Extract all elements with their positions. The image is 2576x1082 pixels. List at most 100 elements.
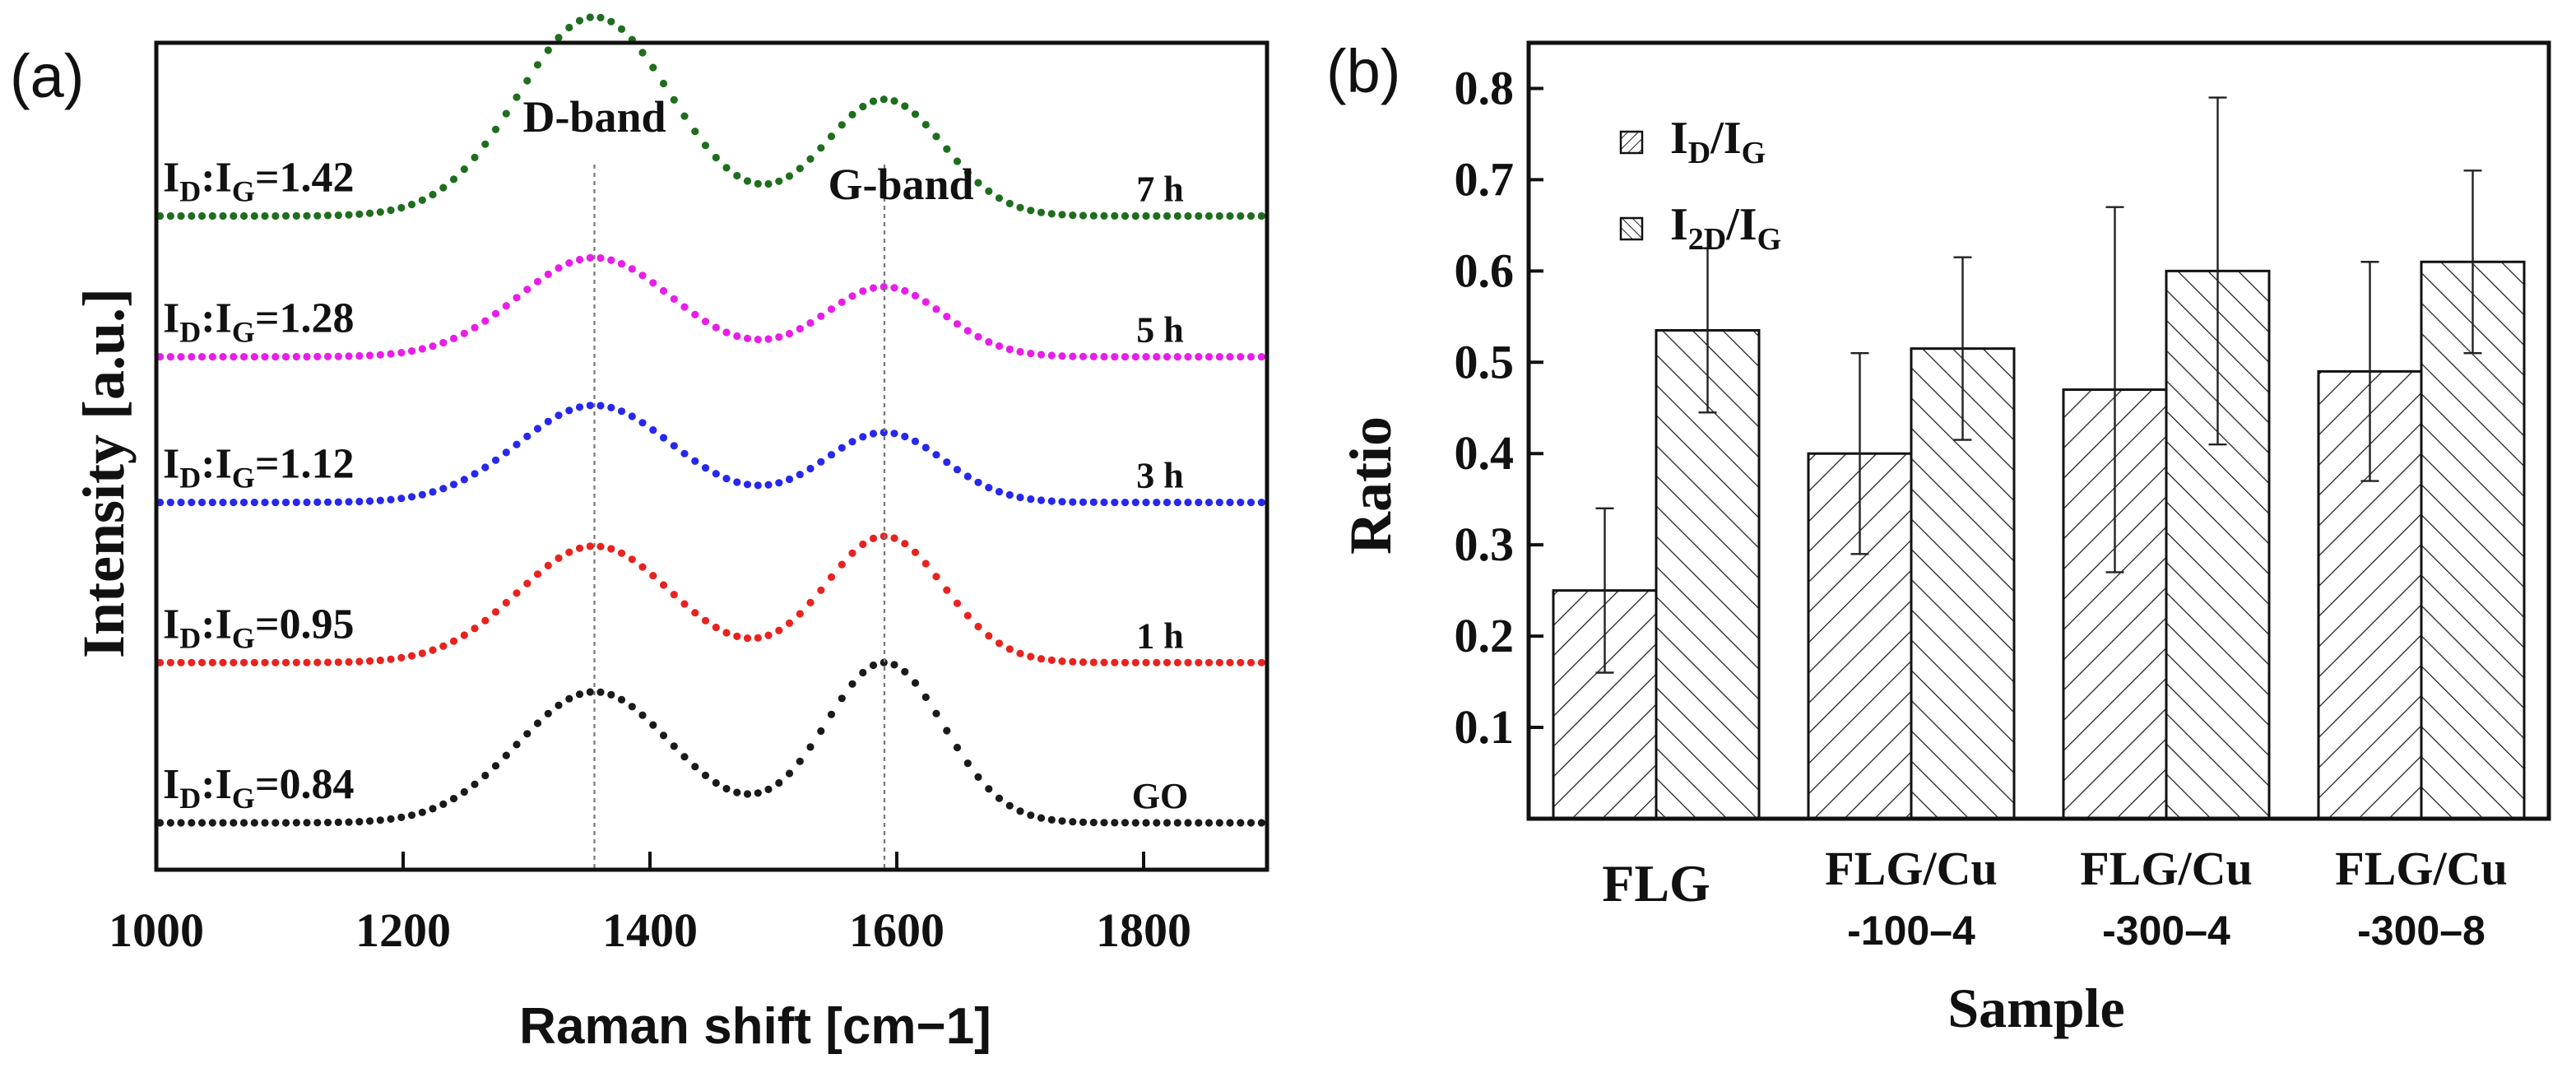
- spectrum-point: [848, 110, 856, 118]
- spectrum-point: [754, 179, 762, 188]
- spectrum-point: [418, 649, 426, 657]
- spectrum-point: [974, 478, 982, 486]
- spectrum-point: [743, 334, 752, 342]
- spectrum-point: [953, 466, 962, 474]
- spectrum-point: [429, 805, 437, 813]
- spectrum-point: [911, 291, 920, 300]
- spectrum-point: [513, 294, 521, 302]
- spectrum-point: [848, 292, 856, 300]
- spectrum-point: [387, 815, 395, 824]
- spectrum-point: [1173, 819, 1181, 827]
- spectrum-point: [334, 211, 342, 220]
- spectrum-point: [911, 110, 920, 118]
- spectrum-point: [890, 430, 898, 438]
- spectrum-point: [166, 353, 174, 361]
- spectrum-point: [208, 353, 216, 361]
- spectrum-point: [250, 353, 258, 361]
- spectrum-point: [1184, 211, 1192, 221]
- spectrum-point: [188, 499, 196, 507]
- spectrum-point: [1237, 499, 1245, 507]
- spectrum-point: [481, 771, 490, 780]
- spectrum-point: [691, 763, 699, 771]
- spectrum-point: [261, 819, 269, 827]
- spectrum-point: [827, 451, 836, 459]
- spectrum-point: [460, 787, 468, 796]
- spectrum-point: [177, 658, 185, 666]
- spectrum-point: [313, 658, 322, 666]
- legend-swatch-id-ig: [1619, 130, 1644, 155]
- spectrum-point: [323, 498, 332, 506]
- legend-label-i2d-ig: I2D/IG: [1670, 199, 1781, 257]
- spectrum-point: [1047, 210, 1056, 218]
- spectrum-point: [544, 270, 552, 278]
- spectrum-point: [838, 443, 846, 452]
- spectrum-point: [733, 632, 741, 641]
- spectrum-point: [1257, 819, 1265, 827]
- spectrum-point: [806, 743, 815, 751]
- spectrum-point: [533, 277, 542, 286]
- spectrum-point: [691, 609, 699, 617]
- spectrum-point: [607, 256, 615, 264]
- spectrum-point: [722, 475, 731, 483]
- spectrum-point: [1047, 351, 1056, 360]
- spectrum-point: [1005, 199, 1014, 207]
- x-tick-label: 1400: [602, 903, 698, 957]
- spectrum-point: [596, 688, 605, 696]
- spectrum-point: [1257, 499, 1265, 507]
- spectrum-point: [806, 598, 815, 607]
- spectrum-point: [586, 253, 594, 262]
- spectrum-point: [219, 211, 227, 221]
- spectrum-point: [555, 554, 563, 563]
- spectrum-point: [1089, 211, 1098, 220]
- spectrum-point: [177, 499, 185, 507]
- spectrum-point: [230, 499, 238, 507]
- spectrum-point: [701, 771, 710, 780]
- spectrum-point: [449, 175, 458, 183]
- spectrum-point: [177, 353, 185, 361]
- spectrum-point: [617, 25, 626, 33]
- spectrum-point: [628, 412, 636, 420]
- panel-a-series-lines: [155, 13, 1265, 827]
- spectrum-point: [292, 211, 300, 220]
- spectrum-point: [565, 694, 573, 703]
- spectrum-point: [796, 165, 804, 173]
- spectrum-point: [1226, 658, 1234, 666]
- spectrum-point: [722, 164, 731, 172]
- y-tick-label: 0.4: [1455, 426, 1515, 480]
- spectrum-point: [460, 631, 468, 639]
- spectrum-point: [387, 495, 395, 504]
- spectrum-point: [481, 140, 490, 148]
- spectrum-point: [806, 464, 815, 473]
- spectrum-point: [869, 430, 878, 438]
- spectrum-point: [1047, 497, 1056, 505]
- spectrum-point: [1005, 645, 1014, 653]
- spectrum-point: [272, 211, 280, 221]
- series-name-label: GO: [1132, 776, 1188, 816]
- spectrum-point: [355, 210, 364, 218]
- spectrum-point: [649, 572, 657, 580]
- spectrum-point: [1005, 801, 1014, 810]
- spectrum-point: [628, 265, 636, 273]
- legend-swatch-i2d-ig: [1619, 216, 1644, 241]
- panel-b-label: (b): [1326, 37, 1400, 105]
- spectrum-point: [586, 688, 594, 696]
- spectrum-point: [345, 498, 353, 506]
- spectrum-point: [345, 211, 353, 219]
- panel-a-x-ticks: 1000 1200 1400 1600 1800: [109, 852, 1191, 957]
- spectrum-point: [901, 540, 909, 548]
- spectrum-point: [429, 646, 437, 654]
- panel-b-y-axis-label: Ratio: [1338, 416, 1404, 555]
- spectrum-point: [1121, 658, 1130, 666]
- spectrum-point: [313, 819, 322, 827]
- spectrum-point: [1111, 499, 1119, 507]
- spectrum-point: [219, 819, 227, 827]
- spectrum-point: [943, 145, 951, 153]
- y-tick-label: 0.5: [1455, 335, 1515, 388]
- spectrum-point: [565, 548, 573, 556]
- spectrum-point: [491, 762, 500, 770]
- spectrum-point: [764, 481, 773, 489]
- spectrum-point: [638, 419, 647, 427]
- spectrum-point: [460, 329, 468, 337]
- spectrum-point: [869, 661, 878, 670]
- spectrum-point: [1204, 211, 1214, 221]
